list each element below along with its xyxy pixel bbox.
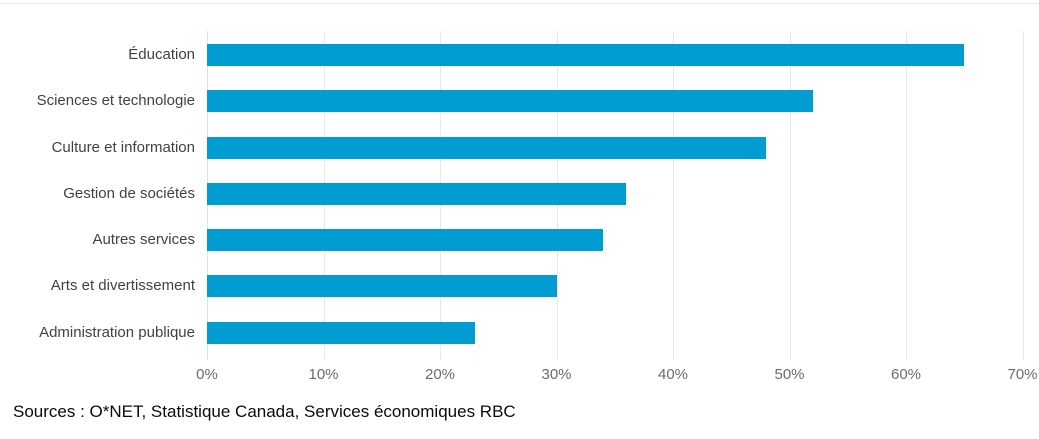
x-tick-label: 20%: [424, 366, 456, 383]
x-tick-label: 70%: [1007, 366, 1038, 383]
bar: [207, 275, 557, 298]
x-tick-label: 60%: [890, 366, 922, 383]
category-label: Gestion de sociétés: [63, 184, 195, 202]
category-label: Arts et divertissement: [50, 277, 195, 295]
x-tick-label: 50%: [774, 366, 805, 383]
category-label: Autres services: [92, 231, 195, 248]
x-tick-label: 30%: [541, 366, 572, 383]
x-tick-label: 10%: [308, 366, 339, 383]
gridline: [673, 31, 674, 360]
gridline: [1022, 31, 1024, 360]
bar: [207, 90, 813, 113]
bar: [207, 44, 965, 66]
bar: [207, 321, 475, 344]
x-tick-label: 0%: [196, 366, 218, 383]
gridline: [906, 31, 907, 360]
bar: [207, 136, 767, 159]
bar: [207, 182, 627, 205]
category-label: Culture et information: [51, 138, 195, 156]
category-label: Sciences et technologie: [36, 92, 195, 110]
x-tick-label: 40%: [657, 366, 689, 383]
source-note: Sources : O*NET, Statistique Canada, Ser…: [13, 402, 516, 421]
category-label: Administration publique: [39, 323, 195, 341]
gridline: [789, 31, 791, 360]
top-border-line: [0, 3, 1039, 4]
bar: [207, 229, 604, 251]
category-label: Éducation: [128, 46, 195, 63]
